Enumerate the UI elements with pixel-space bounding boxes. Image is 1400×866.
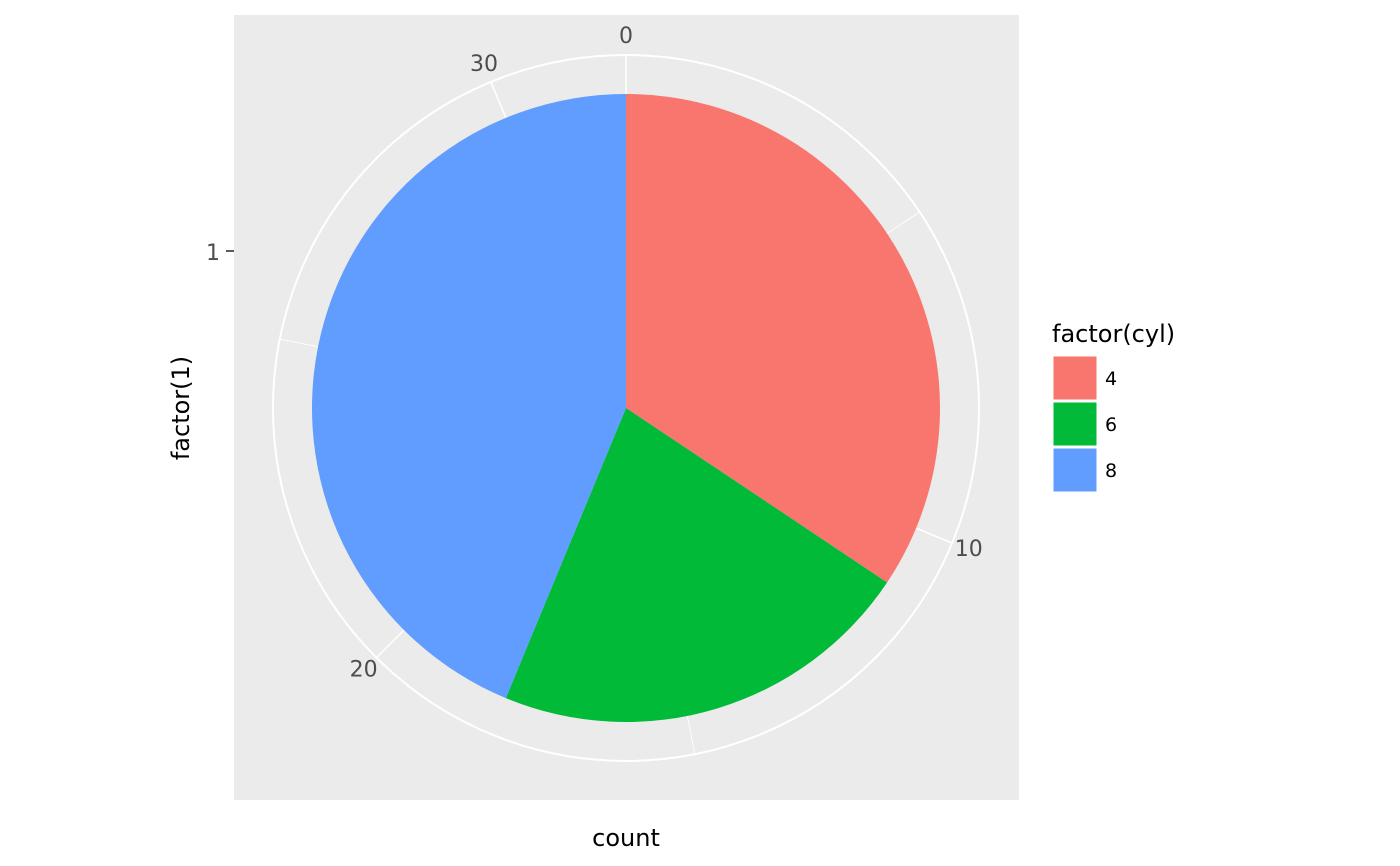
pie-slice-cyl-4 (626, 94, 941, 583)
theta-tick-label: 30 (470, 52, 498, 77)
grid-minor-line (686, 715, 696, 755)
pie-slice-cyl-8 (312, 94, 626, 699)
legend-label-8: 8 (1105, 460, 1117, 482)
pie-slice-cyl-6 (505, 408, 888, 722)
grid-layer (272, 54, 980, 762)
legend: factor(cyl) 4 6 8 (1052, 320, 1175, 493)
legend-key-8 (1052, 447, 1098, 493)
grid-minor-line (279, 338, 319, 348)
legend-label-4: 4 (1105, 368, 1117, 390)
legend-key-6 (1052, 401, 1098, 447)
grid-tick-line (915, 527, 953, 544)
theta-tick-labels: 0 10 20 30 (350, 24, 983, 682)
theta-tick-label: 10 (955, 537, 983, 562)
grid-tick-line (375, 629, 405, 659)
slices (312, 94, 941, 722)
theta-tick-label: 20 (350, 657, 378, 682)
grid-minor-line (886, 211, 920, 234)
legend-title: factor(cyl) (1052, 320, 1175, 348)
grid-tick-line (490, 81, 507, 119)
legend-key-4 (1052, 355, 1098, 401)
y-tick-label: 1 (206, 241, 220, 266)
theta-tick-label: 0 (619, 24, 633, 49)
x-axis-title: count (592, 824, 660, 852)
legend-label-6: 6 (1105, 414, 1117, 436)
legend-keys: 4 6 8 (1052, 355, 1117, 493)
y-axis-title: factor(1) (167, 356, 195, 460)
